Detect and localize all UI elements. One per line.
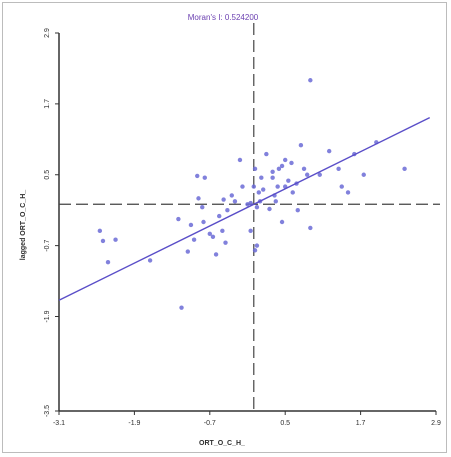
mean-guides [59, 23, 440, 411]
data-point [232, 199, 238, 204]
data-point [279, 219, 285, 225]
data-point [225, 207, 230, 213]
data-point [185, 249, 191, 254]
data-point [251, 184, 256, 189]
data-point [200, 205, 205, 210]
data-point [210, 234, 216, 239]
data-point [195, 173, 200, 179]
data-point [339, 184, 344, 189]
data-point [240, 184, 245, 189]
data-point [270, 169, 275, 174]
chart-title: Moran's I: 0.524200 [188, 13, 259, 22]
data-point [279, 163, 285, 169]
data-points [97, 78, 407, 310]
x-axis-label: ORT_O_C_H_ [199, 440, 245, 447]
data-point [188, 222, 194, 228]
data-point [252, 248, 258, 253]
data-point [176, 216, 181, 222]
data-point [267, 206, 272, 212]
data-point [191, 237, 197, 242]
data-point [147, 258, 153, 263]
data-point [286, 178, 291, 183]
regression-line-group [58, 116, 431, 301]
data-point [248, 228, 253, 234]
y-tick-label: 2.9 [44, 28, 51, 38]
data-point [202, 175, 207, 180]
data-point [223, 240, 228, 245]
data-point [261, 187, 266, 192]
data-point [221, 197, 226, 202]
data-point [361, 172, 366, 177]
y-tick-label: 0.5 [44, 170, 51, 180]
data-point [105, 259, 111, 265]
data-point [270, 175, 275, 180]
y-tick-label: 1.7 [44, 99, 51, 109]
x-tick-label: 2.9 [431, 420, 441, 427]
data-point [273, 199, 278, 204]
data-point [345, 190, 351, 195]
data-point [220, 228, 225, 234]
data-point [295, 207, 300, 213]
data-point [308, 78, 313, 83]
data-point [289, 160, 294, 166]
x-tick-label: 1.7 [356, 420, 366, 427]
data-point [213, 252, 219, 257]
data-point [97, 228, 103, 234]
data-point [402, 166, 407, 172]
x-tick-label: 0.5 [280, 420, 290, 427]
y-tick-label: -1.9 [44, 310, 51, 322]
data-point [304, 172, 310, 177]
data-point [229, 193, 234, 198]
x-tick-label: -0.7 [204, 420, 216, 427]
data-point [254, 243, 260, 248]
y-tick-label: -3.5 [44, 405, 51, 417]
axes: -3.1 -1.9 -0.7 0.5 1.7 2.9 2.9 1.7 0.5 -0.7 -1.9 -3… [44, 28, 441, 427]
data-point [207, 231, 212, 237]
data-point [113, 237, 118, 242]
data-point [217, 213, 222, 219]
data-point [317, 172, 322, 177]
x-tick-label: -1.9 [128, 420, 140, 427]
y-axis-label: lagged ORT_O_C_H_ [20, 190, 27, 261]
data-point [326, 148, 332, 154]
data-point [275, 184, 280, 189]
data-point [264, 151, 269, 157]
data-point [301, 166, 307, 172]
data-point [256, 190, 262, 195]
data-point [100, 238, 106, 244]
scatter-plot: Moran's I: 0.524200 ORT_O_C_H_ lagged OR… [20, 13, 441, 447]
data-point [336, 166, 341, 172]
data-point [283, 157, 288, 163]
data-point [248, 200, 253, 206]
data-point [201, 219, 206, 225]
data-point [276, 166, 282, 172]
data-point [237, 157, 243, 163]
data-point [252, 166, 258, 172]
y-tick-label: -0.7 [44, 239, 51, 251]
x-tick-label: -3.1 [53, 420, 65, 427]
data-point [254, 205, 260, 210]
data-point [298, 143, 304, 148]
data-point [179, 305, 184, 310]
regression-line [58, 116, 431, 301]
data-point [259, 175, 264, 180]
data-point [196, 196, 201, 201]
chart-frame: Moran's I: 0.524200 ORT_O_C_H_ lagged OR… [2, 2, 447, 453]
data-point [290, 190, 295, 195]
data-point [308, 225, 313, 231]
